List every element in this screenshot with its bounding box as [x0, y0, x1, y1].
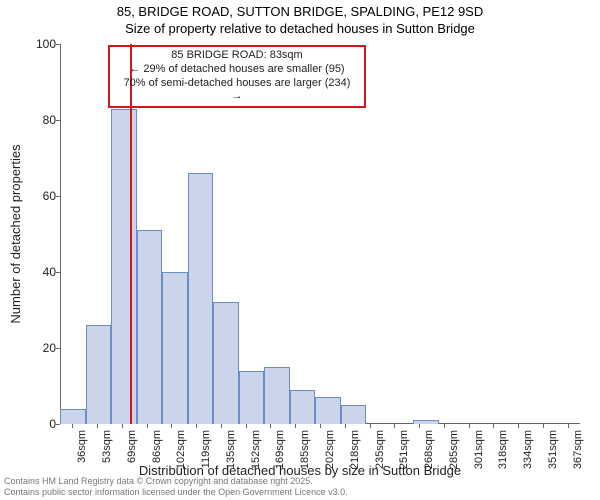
bar [162, 272, 188, 424]
address-title: 85, BRIDGE ROAD, SUTTON BRIDGE, SPALDING… [0, 4, 600, 21]
bar [413, 420, 439, 424]
footer-attribution: Contains HM Land Registry data © Crown c… [4, 476, 348, 498]
x-tick-label: 86sqm [151, 430, 163, 463]
x-tick-mark [345, 424, 346, 428]
title-block: 85, BRIDGE ROAD, SUTTON BRIDGE, SPALDING… [0, 0, 600, 38]
bar [111, 109, 137, 424]
chart-area: 85 BRIDGE ROAD: 83sqm ← 29% of detached … [60, 44, 580, 424]
x-tick-mark [97, 424, 98, 428]
footer-line2: Contains public sector information licen… [4, 487, 348, 498]
x-tick-label: 69sqm [126, 430, 138, 463]
annotation-box: 85 BRIDGE ROAD: 83sqm ← 29% of detached … [108, 45, 366, 108]
x-tick-mark [493, 424, 494, 428]
subtitle: Size of property relative to detached ho… [0, 21, 600, 38]
x-tick-mark [72, 424, 73, 428]
bar [60, 409, 86, 424]
x-tick-mark [394, 424, 395, 428]
bar [341, 405, 367, 424]
x-tick-mark [246, 424, 247, 428]
bar [213, 302, 239, 424]
bar [264, 367, 290, 424]
y-tick-label: 80 [43, 113, 56, 127]
bar [188, 173, 214, 424]
y-tick-label: 60 [43, 189, 56, 203]
x-tick-mark [171, 424, 172, 428]
y-tick-label: 100 [36, 37, 56, 51]
y-tick-mark [56, 120, 60, 121]
bar [315, 397, 341, 424]
y-tick-mark [56, 424, 60, 425]
annotation-line3: 70% of semi-detached houses are larger (… [118, 77, 356, 105]
annotation-line1: 85 BRIDGE ROAD: 83sqm [118, 49, 356, 63]
y-axis-label: Number of detached properties [8, 144, 23, 323]
x-tick-mark [221, 424, 222, 428]
y-tick-label: 40 [43, 265, 56, 279]
bar [290, 390, 316, 424]
x-tick-label: 36sqm [76, 430, 88, 463]
y-tick-label: 20 [43, 341, 56, 355]
x-tick-mark [568, 424, 569, 428]
bar [86, 325, 112, 424]
x-tick-mark [320, 424, 321, 428]
x-tick-mark [295, 424, 296, 428]
chart-container: 85, BRIDGE ROAD, SUTTON BRIDGE, SPALDING… [0, 0, 600, 500]
x-tick-mark [147, 424, 148, 428]
x-tick-mark [518, 424, 519, 428]
y-tick-mark [56, 272, 60, 273]
x-tick-mark [122, 424, 123, 428]
x-tick-mark [444, 424, 445, 428]
annotation-line2: ← 29% of detached houses are smaller (95… [118, 63, 356, 77]
x-tick-mark [469, 424, 470, 428]
footer-line1: Contains HM Land Registry data © Crown c… [4, 476, 348, 487]
x-tick-mark [370, 424, 371, 428]
bar [137, 230, 163, 424]
x-tick-mark [196, 424, 197, 428]
bar [239, 371, 265, 424]
x-tick-label: 53sqm [101, 430, 113, 463]
y-tick-label: 0 [49, 417, 56, 431]
y-tick-mark [56, 196, 60, 197]
y-tick-mark [56, 348, 60, 349]
y-tick-mark [56, 44, 60, 45]
x-tick-mark [543, 424, 544, 428]
x-tick-mark [419, 424, 420, 428]
x-tick-mark [270, 424, 271, 428]
